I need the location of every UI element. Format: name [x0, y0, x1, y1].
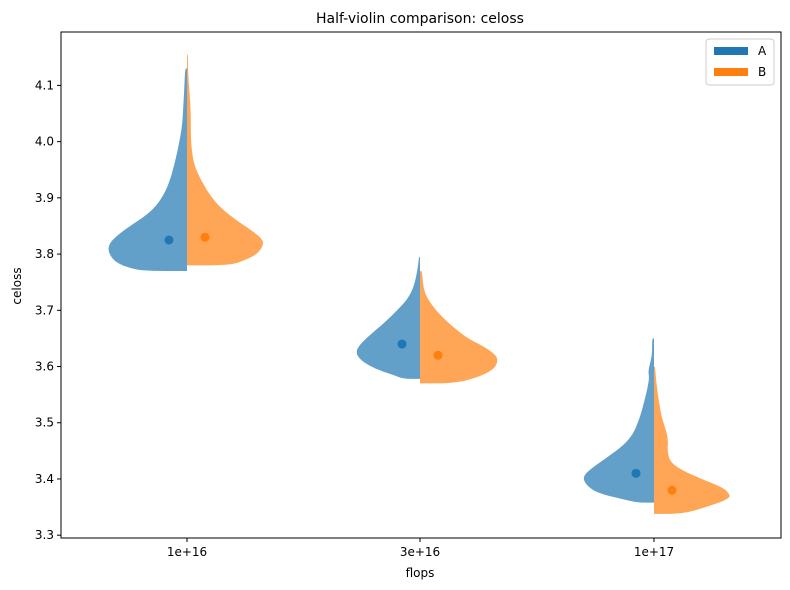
- mean-marker-B-3e+16: [433, 350, 443, 360]
- x-axis-label: flops: [406, 566, 435, 580]
- violin-B-1e+17: [654, 366, 730, 514]
- mean-marker-A-1e+16: [164, 235, 174, 245]
- axes: 3.3 3.4 3.5 3.6 3.7 3.8 3.9 4.0 4.1 1e+16 3e+16 1e+…: [35, 31, 782, 559]
- y-tick-label-3.6: 3.6: [35, 360, 54, 374]
- y-tick-label-3.9: 3.9: [35, 191, 54, 205]
- x-tick-label-1e+17: 1e+17: [634, 545, 674, 559]
- chart-title: Half-violin comparison: celoss: [316, 11, 524, 27]
- y-tick-label-3.4: 3.4: [35, 472, 54, 486]
- plot-area: [108, 54, 730, 514]
- legend-swatch-B: [714, 68, 748, 76]
- legend-label-A: A: [758, 44, 767, 58]
- y-tick-label-4.1: 4.1: [35, 78, 54, 92]
- axes-frame: [60, 31, 782, 539]
- mean-marker-B-1e+17: [667, 485, 677, 495]
- y-tick-label-3.5: 3.5: [35, 416, 54, 430]
- mean-marker-A-1e+17: [631, 468, 641, 478]
- violin-A-3e+16: [356, 256, 420, 379]
- violin-A-1e+16: [108, 68, 187, 271]
- y-tick-label-3.8: 3.8: [35, 247, 54, 261]
- legend: AB: [705, 38, 775, 86]
- x-tick-label-1e+16: 1e+16: [167, 545, 207, 559]
- y-tick-label-3.7: 3.7: [35, 303, 54, 317]
- y-axis-label: celoss: [10, 267, 24, 304]
- mean-marker-B-1e+16: [200, 232, 210, 242]
- y-tick-label-4.0: 4.0: [35, 135, 54, 149]
- y-tick-label-3.3: 3.3: [35, 528, 54, 542]
- mean-marker-A-3e+16: [397, 339, 407, 349]
- violin-B-1e+16: [187, 54, 263, 266]
- violin-A-1e+17: [583, 338, 654, 503]
- x-tick-label-3e+16: 3e+16: [400, 545, 440, 559]
- legend-swatch-A: [714, 47, 748, 55]
- legend-label-B: B: [758, 65, 766, 79]
